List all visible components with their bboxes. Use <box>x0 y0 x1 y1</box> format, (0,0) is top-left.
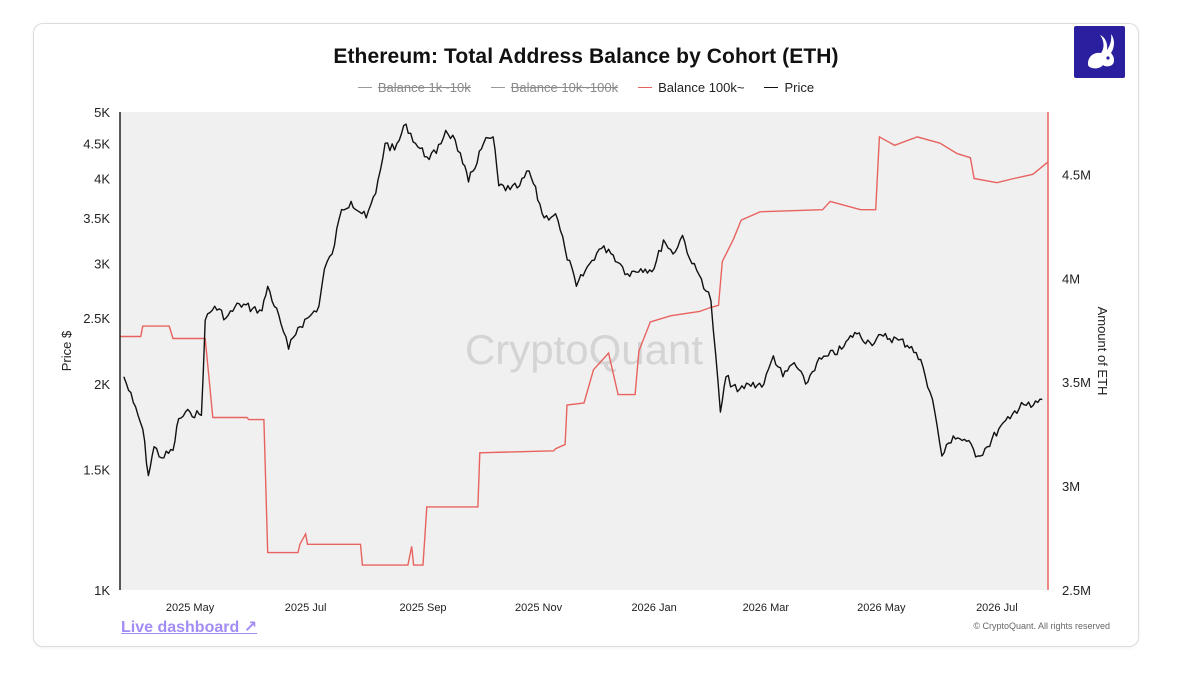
legend-label: Balance 100k~ <box>658 80 745 95</box>
y-left-tick-label: 4.5K <box>83 136 110 151</box>
x-tick-label: 2026 Jul <box>976 602 1018 614</box>
chart-card: Ethereum: Total Address Balance by Cohor… <box>33 23 1139 647</box>
y-right-tick-label: 3.5M <box>1062 375 1091 390</box>
x-tick-label: 2026 Jan <box>631 602 676 614</box>
y-left-label: Price $ <box>59 330 74 371</box>
y-right-tick-label: 4.5M <box>1062 167 1091 182</box>
chart-legend: Balance 1k~10k Balance 10k~100k Balance … <box>34 80 1138 95</box>
legend-swatch <box>490 87 505 88</box>
y-left-tick-label: 2K <box>94 377 110 392</box>
x-axis: 2025 May 2025 Jul 2025 Sep 2025 Nov 2026 Jan… <box>166 602 1018 614</box>
x-tick-label: 2026 Mar <box>743 602 790 614</box>
chart-svg: CryptoQuant 1K 1.5K 2K 2.5K 3K 3.5K 4K 4.5K 5K 2… <box>59 105 1110 614</box>
legend-swatch <box>764 87 779 88</box>
y-right-tick-label: 4M <box>1062 271 1080 286</box>
plot-area <box>120 112 1048 590</box>
y-left-tick-label: 3K <box>94 257 110 272</box>
y-left-tick-label: 2.5K <box>83 311 110 326</box>
legend-label: Balance 10k~100k <box>510 80 619 95</box>
x-tick-label: 2025 Sep <box>399 602 446 614</box>
legend-item-balance-100k[interactable]: Balance 100k~ <box>638 80 744 95</box>
watermark: CryptoQuant <box>465 326 703 373</box>
x-tick-label: 2025 Jul <box>285 602 327 614</box>
rabbit-icon <box>1088 34 1115 69</box>
cryptoquant-logo <box>1074 26 1125 78</box>
legend-swatch <box>638 87 653 88</box>
live-dashboard-link[interactable]: Live dashboard ↗ <box>121 619 258 636</box>
y-right-label: Amount of ETH <box>1095 307 1110 396</box>
legend-label: Balance 1k~10k <box>377 80 471 95</box>
y-right-tick-label: 2.5M <box>1062 583 1091 598</box>
y-left-tick-label: 3.5K <box>83 211 110 226</box>
price-axis: 1K 1.5K 2K 2.5K 3K 3.5K 4K 4.5K 5K <box>83 105 110 598</box>
x-tick-label: 2025 May <box>166 602 215 614</box>
chart-title: Ethereum: Total Address Balance by Cohor… <box>333 45 839 68</box>
legend-swatch <box>357 87 372 88</box>
series-line-price <box>123 123 1043 477</box>
amount-axis: 2.5M 3M 3.5M 4M 4.5M <box>1062 167 1091 598</box>
y-left-tick-label: 5K <box>94 105 110 120</box>
y-right-tick-label: 3M <box>1062 479 1080 494</box>
legend-label: Price <box>784 80 815 95</box>
y-left-tick-label: 4K <box>94 171 110 186</box>
legend-item-price[interactable]: Price <box>764 80 814 95</box>
x-tick-label: 2025 Nov <box>515 602 563 614</box>
copyright-text: © CryptoQuant. All rights reserved <box>973 621 1110 631</box>
series-line-balance-100k <box>120 135 1049 566</box>
x-tick-label: 2026 May <box>857 602 906 614</box>
legend-item-balance-10k-100k[interactable]: Balance 10k~100k <box>490 80 619 95</box>
y-left-tick-label: 1.5K <box>83 463 110 478</box>
y-left-tick-label: 1K <box>94 583 110 598</box>
legend-item-balance-1k-10k[interactable]: Balance 1k~10k <box>357 80 471 95</box>
